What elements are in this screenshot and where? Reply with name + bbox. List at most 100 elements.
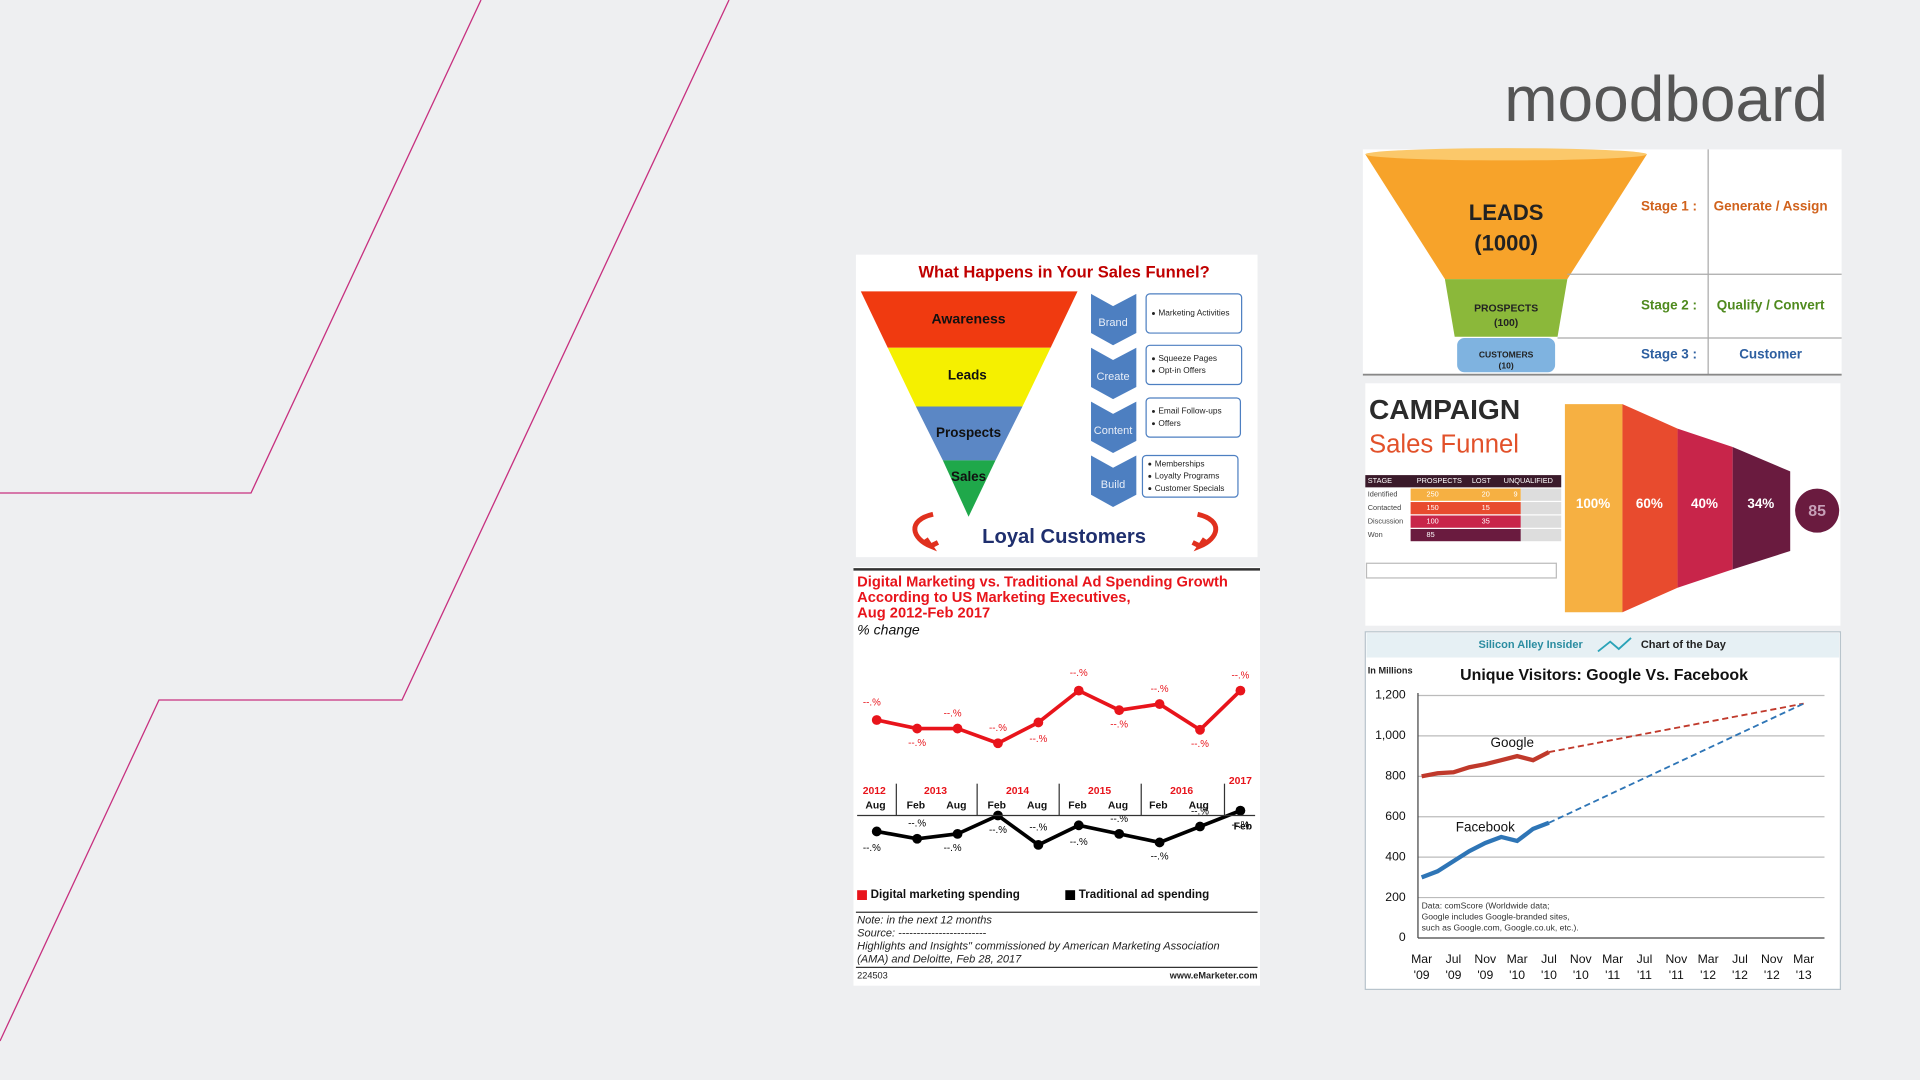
text: Feb (1149, 800, 1167, 811)
table-cell (1520, 502, 1562, 515)
step-box (1145, 293, 1243, 334)
ad-spending-panel (853, 566, 1261, 986)
text: Chart of the Day (1641, 639, 1727, 651)
table-cell (1410, 528, 1521, 542)
text: CUSTOMERS (1479, 349, 1534, 359)
funnel-bar (1564, 404, 1623, 613)
text: Customer (1739, 347, 1803, 362)
text: Nov (1570, 952, 1593, 966)
text: What Happens in Your Sales Funnel? (918, 262, 1209, 281)
text: Identified (1368, 490, 1398, 499)
series-point (1154, 837, 1165, 848)
text: Loyal Customers (982, 526, 1146, 548)
funnel-bar (1732, 446, 1791, 570)
text: Jul (1732, 952, 1748, 966)
text: LOST (1472, 476, 1492, 485)
series-point (912, 833, 923, 844)
table-header (1365, 475, 1562, 488)
text: 0 (1399, 930, 1406, 944)
text: 60% (1636, 496, 1663, 511)
text: Feb (907, 800, 925, 811)
series-point (1114, 828, 1125, 839)
text: --.% (944, 708, 962, 719)
text: --.% (944, 843, 962, 854)
text: --.% (863, 697, 881, 708)
funnel-layer (1365, 154, 1647, 280)
text: --.% (1151, 852, 1169, 863)
text: Memberships (1155, 458, 1205, 468)
text: Digital marketing spending (871, 888, 1020, 901)
text: '10 (1541, 968, 1557, 982)
text: Aug 2012-Feb 2017 (857, 605, 990, 621)
text: Won (1368, 530, 1383, 539)
text: '10 (1573, 968, 1589, 982)
text: Brand (1098, 317, 1127, 329)
text: --.% (1151, 684, 1169, 695)
text: Leads (948, 367, 987, 382)
funnel-layer (1457, 337, 1556, 373)
text: --.% (1070, 668, 1088, 679)
text: '11 (1637, 968, 1652, 982)
text: (100) (1494, 318, 1518, 329)
text: --.% (1110, 814, 1128, 825)
text: '09 (1414, 968, 1430, 982)
chevron (1091, 347, 1137, 400)
funnel-layer (915, 406, 1023, 461)
chevron (1091, 401, 1137, 454)
series-point (1154, 699, 1165, 709)
text: '12 (1700, 968, 1716, 982)
text: Squeeze Pages (1158, 353, 1217, 363)
text: Aug (1108, 800, 1128, 811)
text: --.% (1191, 806, 1209, 817)
series-point (1114, 705, 1125, 716)
text: 2012 (863, 786, 886, 797)
step-box (1145, 344, 1243, 386)
text: Stage 3 : (1641, 347, 1697, 362)
text: PROSPECTS (1474, 303, 1538, 314)
text: According to US Marketing Executives, (857, 590, 1130, 606)
chevron (1091, 455, 1137, 507)
text: LEADS (1469, 200, 1544, 225)
text: Data: comScore (Worldwide data; (1422, 900, 1550, 910)
text: Note: in the next 12 months (857, 915, 992, 927)
text: --.% (1110, 719, 1128, 730)
text: (10) (1499, 360, 1514, 370)
loop-arrow (912, 511, 940, 552)
bullet (1152, 422, 1155, 426)
text: Mar (1411, 952, 1432, 966)
table-cell (1520, 488, 1562, 501)
text: 9 (1513, 490, 1517, 499)
series-line (876, 808, 1242, 848)
text: --.% (989, 825, 1007, 836)
text: --.% (989, 723, 1007, 734)
text: 150 (1427, 503, 1439, 512)
table-cell (1520, 528, 1562, 542)
text: Offers (1158, 418, 1180, 428)
series-point (1033, 717, 1044, 728)
text: 400 (1385, 849, 1406, 863)
text: Digital Marketing vs. Traditional Ad Spe… (857, 575, 1228, 591)
decor-line (0, 0, 730, 1042)
funnel-top (1365, 148, 1647, 161)
series-point (993, 738, 1003, 749)
text: Build (1101, 479, 1126, 491)
funnel-layer (887, 347, 1051, 407)
text: Qualify / Convert (1717, 298, 1825, 313)
bullet (1152, 409, 1155, 413)
text: --.% (1231, 671, 1249, 682)
series-point (952, 828, 963, 839)
table-cell (1520, 515, 1562, 528)
text: '10 (1509, 968, 1525, 982)
text: Marketing Activities (1158, 308, 1229, 318)
text: 2016 (1170, 786, 1193, 797)
text: 800 (1385, 769, 1406, 783)
bullet (1148, 474, 1152, 478)
series-point (1235, 805, 1246, 816)
text: '11 (1605, 968, 1620, 982)
series-point (871, 826, 882, 837)
text: Nov (1474, 952, 1497, 966)
text: Opt-in Offers (1158, 365, 1205, 375)
text: Aug (1027, 800, 1047, 811)
